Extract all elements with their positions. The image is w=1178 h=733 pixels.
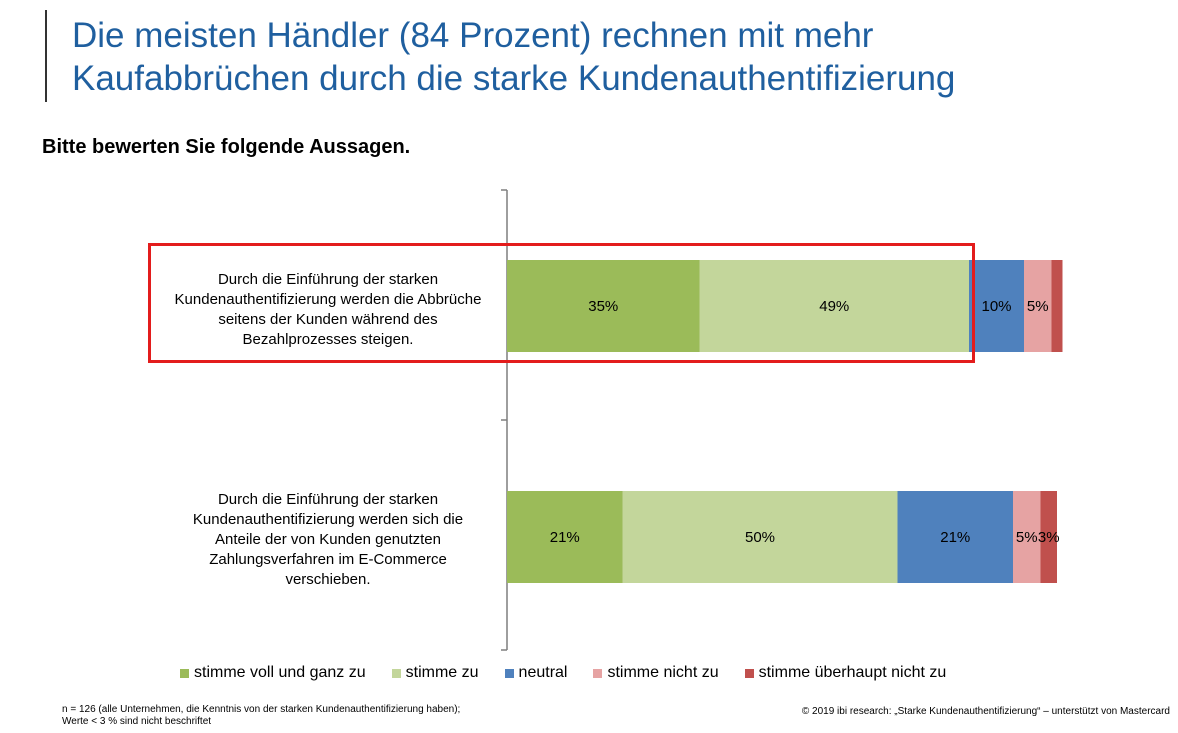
data-label: 49% <box>819 298 849 315</box>
data-label: 21% <box>550 529 580 546</box>
bar-segment <box>897 491 1013 583</box>
category-label: Durch die Einführung der starken Kundenau… <box>150 490 506 590</box>
category-label-line: Durch die Einführung der starken <box>217 491 439 508</box>
bar-segment <box>1024 260 1052 352</box>
legend-label: stimme überhaupt nicht zu <box>758 664 947 681</box>
bar-segment <box>1013 491 1041 583</box>
legend-swatch <box>744 668 754 678</box>
legend-swatch <box>593 668 603 678</box>
legend-label: neutral <box>518 664 568 681</box>
legend-label: stimme zu <box>405 664 479 681</box>
legend-swatch <box>391 668 401 678</box>
copyright-note: © 2019 ibi research: „Starke Kundenauthe… <box>801 706 1170 717</box>
title-line-1: Die meisten Händler (84 Prozent) rechnen… <box>72 16 874 55</box>
footnote-line-2: Werte < 3 % sind nicht beschriftet <box>62 716 212 727</box>
bar-segment <box>699 260 969 352</box>
data-label: 50% <box>745 529 775 546</box>
legend-item: neutral <box>504 664 568 682</box>
category-label-line: Anteile der von Kunden genutzten <box>214 531 441 548</box>
legend-label: stimme nicht zu <box>607 664 719 681</box>
highlight-box <box>148 243 975 363</box>
title-accent-bar <box>45 10 47 102</box>
bar-segment <box>969 260 1024 352</box>
legend-swatch <box>180 668 189 678</box>
bar-segment <box>1051 260 1063 352</box>
category-label-line: Bezahlprozesses steigen. <box>242 331 414 348</box>
bar-segment <box>622 491 898 583</box>
data-label: 5% <box>1016 529 1038 546</box>
category-label: Durch die Einführung der starken Kundenau… <box>150 270 506 350</box>
legend-item: stimme voll und ganz zu <box>180 664 366 682</box>
bar-segment <box>1040 491 1057 583</box>
legend-label: stimme voll und ganz zu <box>194 664 366 681</box>
category-label-line: Zahlungsverfahren im E-Commerce <box>209 551 447 568</box>
legend-item: stimme nicht zu <box>593 664 719 682</box>
page-title: Die meisten Händler (84 Prozent) rechnen… <box>72 14 1152 100</box>
data-label: 5% <box>1027 298 1049 315</box>
legend-swatch <box>504 668 514 678</box>
bar-segment <box>507 260 700 352</box>
data-label: 35% <box>588 298 618 315</box>
bar-segment <box>507 491 623 583</box>
data-label: 10% <box>981 298 1011 315</box>
category-label-line: verschieben. <box>285 571 371 588</box>
category-label-line: seitens der Kunden während des <box>218 311 438 328</box>
category-label-line: Kundenauthentifizierung werden die Abbrü… <box>174 291 482 308</box>
legend-item: stimme überhaupt nicht zu <box>744 664 947 682</box>
data-label: 21% <box>940 529 970 546</box>
data-label: 3% <box>1038 529 1060 546</box>
chart-legend: stimme voll und ganz zu stimme zu neutral s… <box>180 664 972 682</box>
title-line-2: Kaufabbrüchen durch die starke Kundenaut… <box>72 59 956 98</box>
stacked-bar-chart: 35% 49% 10% 5%21% 50% 21% 5% 3% <box>501 189 1063 651</box>
chart-subtitle: Bitte bewerten Sie folgende Aussagen. <box>42 136 411 158</box>
category-label-line: Kundenauthentifizierung werden sich die <box>192 511 464 528</box>
footnote: n = 126 (alle Unternehmen, die Kenntnis … <box>62 704 460 728</box>
legend-item: stimme zu <box>391 664 479 682</box>
category-label-line: Durch die Einführung der starken <box>217 271 439 288</box>
footnote-line-1: n = 126 (alle Unternehmen, die Kenntnis … <box>62 704 461 715</box>
